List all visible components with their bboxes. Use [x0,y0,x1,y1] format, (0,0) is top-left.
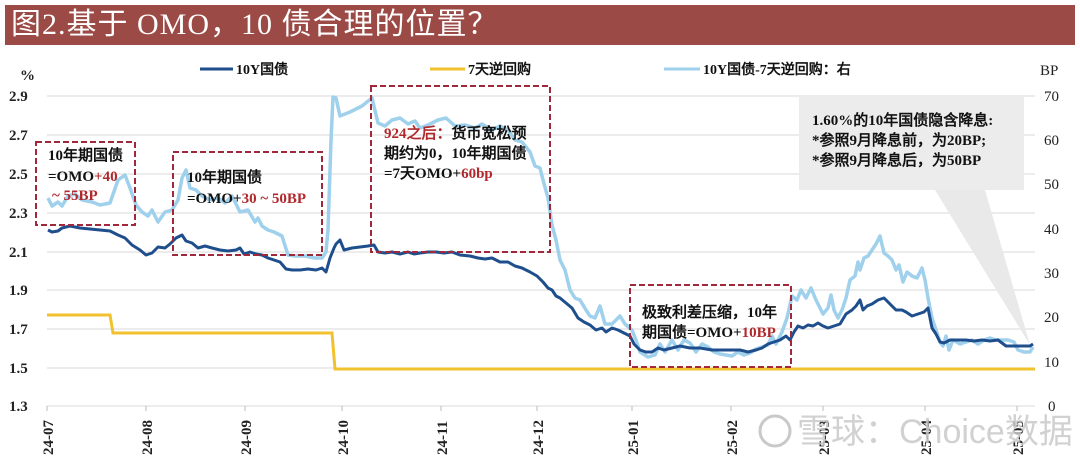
svg-text:*参照9月降息前，为20BP;: *参照9月降息前，为20BP; [812,131,986,149]
svg-text:50: 50 [1044,177,1059,193]
svg-text:2.1: 2.1 [9,245,28,261]
svg-text:1.60%的10年国债隐含降息:: 1.60%的10年国债隐含降息: [812,111,993,129]
annotation-box-4 [629,284,792,368]
svg-text:2.5: 2.5 [9,167,28,183]
svg-text:24-08: 24-08 [140,420,156,455]
spread-line [46,95,1035,359]
svg-text:25-01: 25-01 [626,420,642,455]
svg-text:10年期国债: 10年期国债 [187,168,262,186]
svg-text:30: 30 [1044,266,1059,282]
svg-text:24-07: 24-07 [41,420,57,455]
x-axis-ticks: 24-07 24-08 24-09 24-10 24-11 24-12 25-0… [41,420,1027,455]
left-axis-ticks: 2.9 2.7 2.5 2.3 2.1 1.9 1.7 1.5 1.3 [9,89,28,415]
annotation-2-text: 10年期国债 =OMO+30 ~ 50BP [187,168,306,207]
svg-text:924之后：货币宽松预: 924之后：货币宽松预 [384,124,527,142]
svg-text:24-10: 24-10 [336,420,352,455]
annotation-3-text: 924之后：货币宽松预 期约为0，10年期国债 =7天OMO+60bp [384,124,527,182]
annotation-box-1 [35,141,136,226]
svg-text:24-12: 24-12 [531,420,547,455]
svg-text:25-03: 25-03 [817,420,833,455]
omo-7d-line [47,313,1035,371]
legend-spread: 10Y国债-7天逆回购：右 [703,61,851,78]
svg-text:~ 55BP: ~ 55BP [52,188,98,204]
svg-text:=OMO+30 ~ 50BP: =OMO+30 ~ 50BP [187,191,306,207]
annotation-1-text: 10年期国债 =OMO+40 ~ 55BP [48,146,123,204]
legend-bond: 10Y国债 [236,61,288,78]
svg-text:1.7: 1.7 [9,322,28,338]
svg-text:1.3: 1.3 [9,399,28,415]
svg-text:10: 10 [1044,355,1059,371]
svg-text:25-02: 25-02 [725,420,741,455]
svg-text:=OMO+40: =OMO+40 [48,169,118,185]
watermark: 雪球：Choice数据 [758,413,1073,451]
svg-text:2.3: 2.3 [9,206,28,222]
svg-text:期约为0，10年期国债: 期约为0，10年期国债 [384,144,527,162]
svg-text:1.5: 1.5 [9,361,28,377]
svg-text:10年期国债: 10年期国债 [48,146,123,164]
annotation-boxes [35,85,792,368]
watermark-logo-icon [758,414,792,448]
right-axis-unit: BP [1040,63,1058,79]
svg-text:24-09: 24-09 [239,420,255,455]
callout-text: 1.60%的10年国债隐含降息: *参照9月降息前，为20BP; *参照9月降息… [812,111,993,169]
svg-text:60: 60 [1044,133,1059,149]
legend-omo: 7天逆回购 [468,61,531,78]
svg-text:25-04: 25-04 [919,420,935,455]
svg-text:0: 0 [1048,399,1056,415]
svg-text:极致利差压缩，10年: 极致利差压缩，10年 [642,303,777,321]
annotation-4-text: 极致利差压缩，10年 期国债=OMO+10BP [642,303,777,341]
annotation-box-2 [172,151,323,256]
bond-10y-line [47,224,1034,354]
x-tick-marks [46,406,1018,411]
annotation-box-3 [370,85,551,253]
svg-text:1.9: 1.9 [9,283,28,299]
svg-text:70: 70 [1044,89,1059,105]
legend: 10Y国债 7天逆回购 10Y国债-7天逆回购：右 [200,61,851,78]
svg-text:*参照9月降息后，为50BP: *参照9月降息后，为50BP [812,151,981,169]
svg-text:20: 20 [1044,310,1059,326]
svg-text:24-11: 24-11 [435,421,451,455]
callout-box [799,96,1024,190]
svg-text:2.9: 2.9 [9,89,28,105]
callout-pointer [935,190,1030,345]
svg-text:25-05: 25-05 [1011,420,1027,455]
svg-text:雪球：Choice数据: 雪球：Choice数据 [797,413,1073,451]
svg-text:2.7: 2.7 [9,128,28,144]
svg-text:=7天OMO+60bp: =7天OMO+60bp [384,165,493,182]
left-axis-unit: % [20,68,35,84]
right-axis-ticks: 70 60 50 40 30 20 10 0 [1044,89,1059,415]
svg-text:40: 40 [1044,222,1059,238]
svg-text:期国债=OMO+10BP: 期国债=OMO+10BP [642,323,776,341]
chart-title: 图2.基于 OMO，10 债合理的位置？ [5,5,1075,45]
